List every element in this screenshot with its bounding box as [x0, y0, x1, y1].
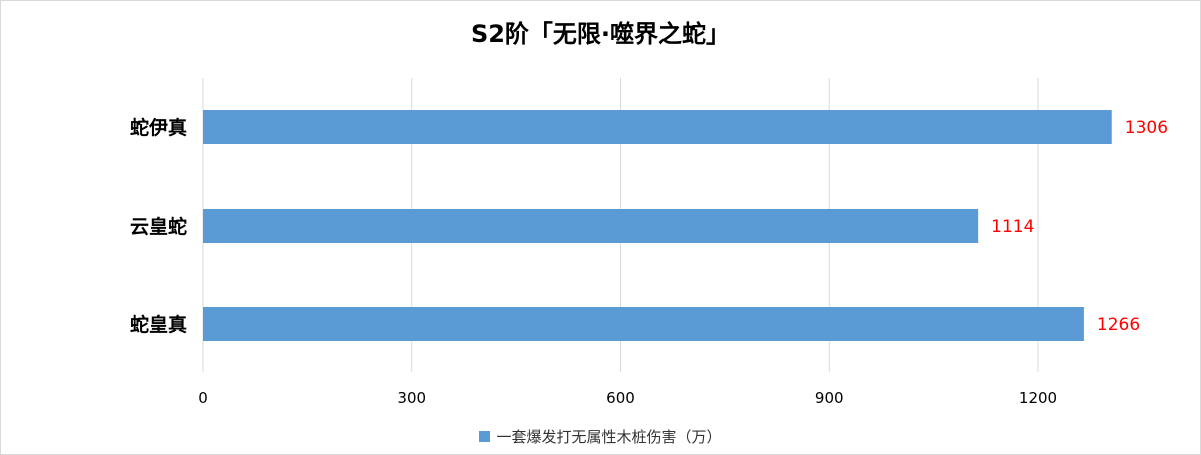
x-tick-label: 900	[815, 389, 844, 407]
x-tick-label: 300	[397, 389, 426, 407]
legend-swatch	[479, 431, 491, 442]
x-tick-label: 1200	[1019, 389, 1057, 407]
bar	[203, 307, 1084, 341]
category-label: 云皇蛇	[130, 215, 187, 238]
data-label: 1114	[991, 217, 1034, 237]
chart-title: S2阶「无限·噬界之蛇」	[470, 20, 731, 48]
category-label: 蛇伊真	[130, 116, 187, 139]
x-tick-label: 0	[198, 389, 208, 407]
legend: 一套爆发打无属性木桩伤害（万）	[0, 426, 1201, 447]
category-label: 蛇皇真	[130, 313, 187, 336]
x-tick-label: 600	[606, 389, 635, 407]
bar	[203, 110, 1112, 144]
bar	[203, 209, 979, 243]
data-label: 1266	[1097, 315, 1140, 335]
legend-label: 一套爆发打无属性木桩伤害（万）	[496, 428, 722, 446]
data-label: 1306	[1125, 118, 1168, 138]
